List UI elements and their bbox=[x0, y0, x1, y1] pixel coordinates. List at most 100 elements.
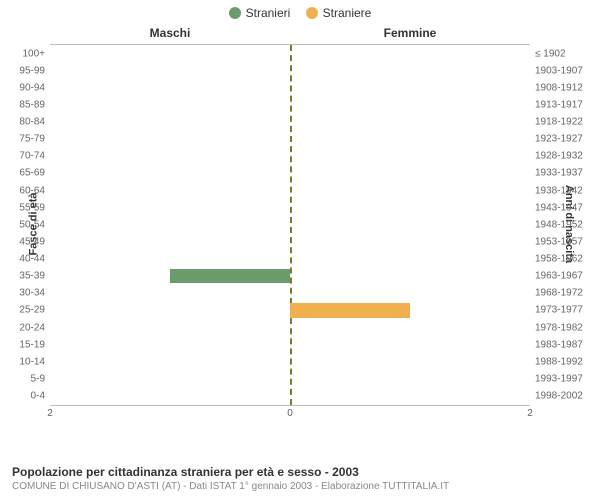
x-tick: 2 bbox=[527, 408, 533, 419]
chart-legend: Stranieri Straniere bbox=[0, 0, 600, 26]
bar-area bbox=[50, 98, 530, 112]
legend-label-male: Stranieri bbox=[246, 6, 291, 20]
age-band-label: 45-49 bbox=[19, 236, 45, 247]
age-band-label: 95-99 bbox=[19, 65, 45, 76]
caption-subtitle: COMUNE DI CHIUSANO D'ASTI (AT) - Dati IS… bbox=[12, 481, 588, 492]
caption-title: Popolazione per cittadinanza straniera p… bbox=[12, 465, 588, 479]
age-row: 90-941908-1912 bbox=[50, 79, 530, 96]
bar-area bbox=[50, 64, 530, 78]
plot-area: 100+≤ 190295-991903-190790-941908-191285… bbox=[50, 44, 530, 406]
age-band-label: 30-34 bbox=[19, 288, 45, 299]
age-row: 10-141988-1992 bbox=[50, 353, 530, 370]
age-row: 100+≤ 1902 bbox=[50, 45, 530, 62]
bar-female bbox=[290, 303, 410, 317]
birth-year-label: 1903-1907 bbox=[535, 65, 583, 76]
legend-item-male: Stranieri bbox=[229, 6, 291, 20]
age-band-label: 25-29 bbox=[19, 305, 45, 316]
age-row: 50-541948-1952 bbox=[50, 216, 530, 233]
age-row: 40-441958-1962 bbox=[50, 251, 530, 268]
legend-label-female: Straniere bbox=[323, 6, 372, 20]
birth-year-label: 1953-1957 bbox=[535, 236, 583, 247]
age-row: 75-791923-1927 bbox=[50, 131, 530, 148]
panel-title-male: Maschi bbox=[50, 26, 290, 40]
x-tick: 0 bbox=[287, 408, 293, 419]
birth-year-label: 1968-1972 bbox=[535, 288, 583, 299]
age-row: 5-91993-1997 bbox=[50, 370, 530, 387]
bar-area bbox=[50, 184, 530, 198]
age-row: 30-341968-1972 bbox=[50, 285, 530, 302]
legend-swatch-male bbox=[229, 7, 241, 19]
age-row: 60-641938-1942 bbox=[50, 182, 530, 199]
age-row: 45-491953-1957 bbox=[50, 233, 530, 250]
birth-year-label: 1993-1997 bbox=[535, 373, 583, 384]
age-band-label: 60-64 bbox=[19, 185, 45, 196]
age-row: 85-891913-1917 bbox=[50, 96, 530, 113]
population-pyramid-chart: Maschi Femmine Fasce di età Anni di nasc… bbox=[10, 26, 590, 421]
age-band-label: 10-14 bbox=[19, 356, 45, 367]
birth-year-label: 1923-1927 bbox=[535, 134, 583, 145]
age-row: 35-391963-1967 bbox=[50, 268, 530, 285]
age-band-label: 40-44 bbox=[19, 254, 45, 265]
birth-year-label: 1988-1992 bbox=[535, 356, 583, 367]
birth-year-label: 1943-1947 bbox=[535, 202, 583, 213]
bar-area bbox=[50, 115, 530, 129]
age-band-label: 35-39 bbox=[19, 271, 45, 282]
birth-year-label: 1958-1962 bbox=[535, 254, 583, 265]
age-row: 95-991903-1907 bbox=[50, 62, 530, 79]
bar-area bbox=[50, 303, 530, 317]
bar-area bbox=[50, 389, 530, 403]
age-band-label: 50-54 bbox=[19, 219, 45, 230]
bar-area bbox=[50, 166, 530, 180]
legend-swatch-female bbox=[306, 7, 318, 19]
age-band-label: 15-19 bbox=[19, 339, 45, 350]
age-band-label: 80-84 bbox=[19, 117, 45, 128]
birth-year-label: 1948-1952 bbox=[535, 219, 583, 230]
pyramid-rows: 100+≤ 190295-991903-190790-941908-191285… bbox=[50, 45, 530, 405]
birth-year-label: 1918-1922 bbox=[535, 117, 583, 128]
birth-year-label: 1998-2002 bbox=[535, 391, 583, 402]
bar-area bbox=[50, 338, 530, 352]
age-row: 25-291973-1977 bbox=[50, 302, 530, 319]
age-band-label: 5-9 bbox=[31, 373, 45, 384]
birth-year-label: 1983-1987 bbox=[535, 339, 583, 350]
bar-area bbox=[50, 201, 530, 215]
bar-area bbox=[50, 149, 530, 163]
age-row: 20-241978-1982 bbox=[50, 319, 530, 336]
age-band-label: 100+ bbox=[22, 48, 45, 59]
panel-title-female: Femmine bbox=[290, 26, 530, 40]
x-axis: 2 0 2 bbox=[50, 406, 530, 422]
age-band-label: 85-89 bbox=[19, 99, 45, 110]
bar-area bbox=[50, 235, 530, 249]
birth-year-label: 1928-1932 bbox=[535, 151, 583, 162]
bar-area bbox=[50, 218, 530, 232]
x-tick: 2 bbox=[47, 408, 53, 419]
chart-caption: Popolazione per cittadinanza straniera p… bbox=[12, 465, 588, 492]
birth-year-label: 1913-1917 bbox=[535, 99, 583, 110]
age-band-label: 20-24 bbox=[19, 322, 45, 333]
bar-area bbox=[50, 355, 530, 369]
age-row: 80-841918-1922 bbox=[50, 114, 530, 131]
age-row: 70-741928-1932 bbox=[50, 148, 530, 165]
age-row: 15-191983-1987 bbox=[50, 336, 530, 353]
age-band-label: 90-94 bbox=[19, 82, 45, 93]
bar-area bbox=[50, 81, 530, 95]
age-row: 65-691933-1937 bbox=[50, 165, 530, 182]
age-row: 0-41998-2002 bbox=[50, 388, 530, 405]
age-band-label: 0-4 bbox=[31, 391, 45, 402]
birth-year-label: 1933-1937 bbox=[535, 168, 583, 179]
bar-area bbox=[50, 269, 530, 283]
age-band-label: 65-69 bbox=[19, 168, 45, 179]
bar-area bbox=[50, 372, 530, 386]
birth-year-label: ≤ 1902 bbox=[535, 48, 566, 59]
birth-year-label: 1973-1977 bbox=[535, 305, 583, 316]
bar-area bbox=[50, 321, 530, 335]
age-band-label: 55-59 bbox=[19, 202, 45, 213]
birth-year-label: 1938-1942 bbox=[535, 185, 583, 196]
age-band-label: 75-79 bbox=[19, 134, 45, 145]
bar-area bbox=[50, 252, 530, 266]
bar-area bbox=[50, 132, 530, 146]
birth-year-label: 1978-1982 bbox=[535, 322, 583, 333]
bar-area bbox=[50, 47, 530, 61]
bar-male bbox=[170, 269, 290, 283]
birth-year-label: 1963-1967 bbox=[535, 271, 583, 282]
